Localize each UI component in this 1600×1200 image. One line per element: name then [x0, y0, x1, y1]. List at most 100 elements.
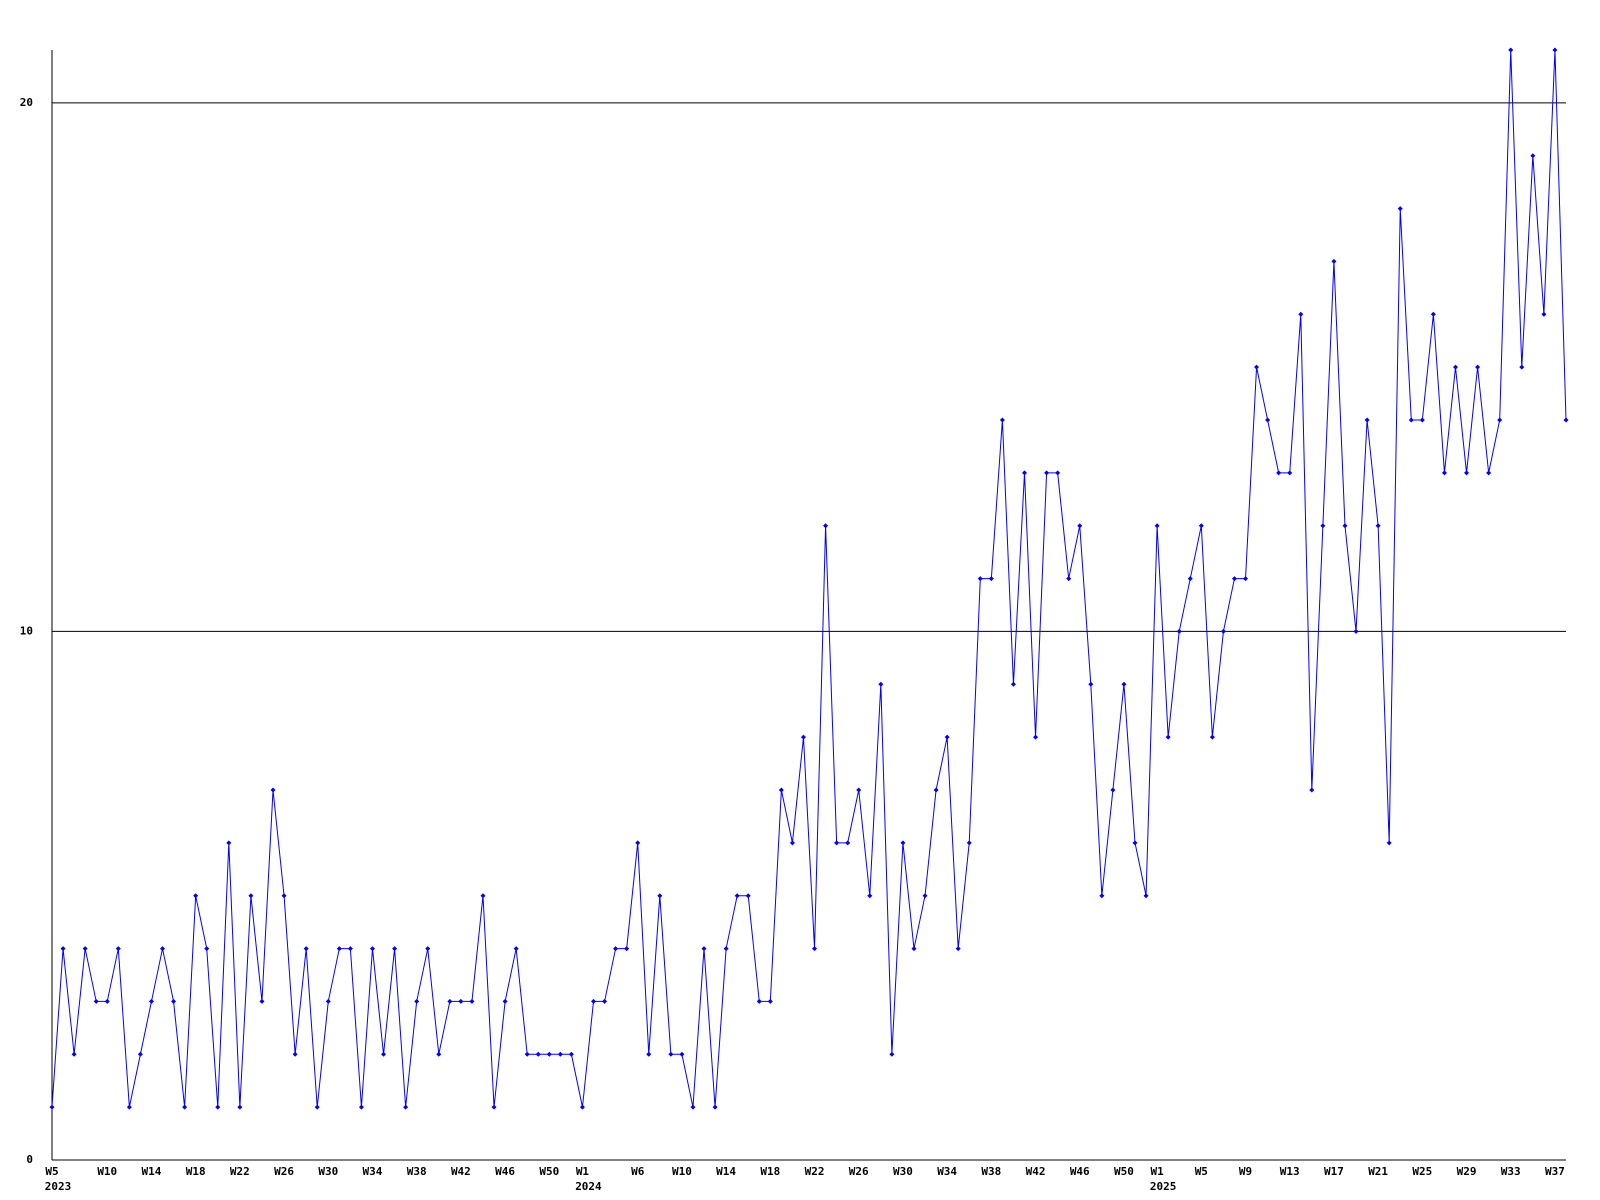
data-point: [1486, 470, 1492, 476]
data-point: [734, 893, 740, 899]
data-point: [579, 1104, 585, 1110]
data-point: [546, 1051, 552, 1057]
data-point: [1209, 734, 1215, 740]
data-point: [513, 946, 519, 952]
data-point: [1375, 523, 1381, 529]
data-point: [712, 1104, 718, 1110]
x-tick-label: W10: [97, 1165, 117, 1178]
data-point: [591, 998, 597, 1004]
x-tick-label: W42: [1026, 1165, 1046, 1178]
data-point: [1309, 787, 1315, 793]
data-point: [767, 998, 773, 1004]
year-label: 2025: [1150, 1180, 1177, 1193]
x-tick-label: W26: [849, 1165, 869, 1178]
x-tick-label: W46: [1070, 1165, 1090, 1178]
x-tick-label: W10: [672, 1165, 692, 1178]
data-point: [1298, 311, 1304, 317]
data-point: [668, 1051, 674, 1057]
data-point: [436, 1051, 442, 1057]
x-tick-label: W30: [893, 1165, 913, 1178]
data-point: [690, 1104, 696, 1110]
data-point: [1265, 417, 1271, 423]
x-tick-label: W14: [716, 1165, 736, 1178]
data-point: [325, 998, 331, 1004]
x-tick-label: W18: [760, 1165, 780, 1178]
data-point: [336, 946, 342, 952]
data-point: [1475, 364, 1481, 370]
data-point: [1110, 787, 1116, 793]
data-point: [148, 998, 154, 1004]
data-point: [1231, 576, 1237, 582]
data-point: [922, 893, 928, 899]
x-tick-label: W18: [186, 1165, 206, 1178]
data-point: [778, 787, 784, 793]
data-point: [215, 1104, 221, 1110]
data-point: [889, 1051, 895, 1057]
x-tick-label: W26: [274, 1165, 294, 1178]
data-point: [745, 893, 751, 899]
year-label: 2024: [575, 1180, 602, 1193]
data-point: [381, 1051, 387, 1057]
data-point: [1165, 734, 1171, 740]
data-point: [988, 576, 994, 582]
data-point: [955, 946, 961, 952]
data-point: [1143, 893, 1149, 899]
data-point: [1353, 628, 1359, 634]
x-tick-label: W29: [1457, 1165, 1477, 1178]
data-point: [226, 840, 232, 846]
data-point: [1154, 523, 1160, 529]
x-tick-label: W14: [142, 1165, 162, 1178]
data-point: [392, 946, 398, 952]
data-point: [193, 893, 199, 899]
data-point: [1541, 311, 1547, 317]
data-point: [602, 998, 608, 1004]
data-point: [292, 1051, 298, 1057]
data-point: [403, 1104, 409, 1110]
x-tick-label: W5: [1195, 1165, 1208, 1178]
data-point: [812, 946, 818, 952]
data-point: [789, 840, 795, 846]
data-point: [1021, 470, 1027, 476]
data-point: [1088, 681, 1094, 687]
x-tick-label: W22: [230, 1165, 250, 1178]
data-point: [270, 787, 276, 793]
data-point: [1386, 840, 1392, 846]
data-point: [535, 1051, 541, 1057]
x-tick-label: W38: [407, 1165, 427, 1178]
data-point: [1320, 523, 1326, 529]
x-tick-label: W9: [1239, 1165, 1252, 1178]
data-point: [933, 787, 939, 793]
data-point: [1331, 258, 1337, 264]
year-label: 2023: [45, 1180, 72, 1193]
data-point: [115, 946, 121, 952]
data-point: [1099, 893, 1105, 899]
data-point: [1243, 576, 1249, 582]
x-tick-label: W42: [451, 1165, 471, 1178]
data-point: [160, 946, 166, 952]
data-point: [237, 1104, 243, 1110]
data-point: [1276, 470, 1282, 476]
data-point: [568, 1051, 574, 1057]
y-tick-label: 20: [20, 96, 33, 109]
y-tick-label: 0: [26, 1153, 33, 1166]
data-point: [347, 946, 353, 952]
x-tick-label: W1: [576, 1165, 590, 1178]
data-point: [1519, 364, 1525, 370]
x-tick-label: W30: [318, 1165, 338, 1178]
x-tick-label: W17: [1324, 1165, 1344, 1178]
data-point: [60, 946, 66, 952]
x-tick-label: W21: [1368, 1165, 1388, 1178]
data-point: [856, 787, 862, 793]
data-point: [1497, 417, 1503, 423]
data-point: [679, 1051, 685, 1057]
data-point: [126, 1104, 132, 1110]
data-point: [1077, 523, 1083, 529]
data-point: [458, 998, 464, 1004]
data-point: [800, 734, 806, 740]
data-point: [1419, 417, 1425, 423]
x-tick-label: W6: [631, 1165, 645, 1178]
data-point: [1430, 311, 1436, 317]
x-tick-label: W38: [981, 1165, 1001, 1178]
